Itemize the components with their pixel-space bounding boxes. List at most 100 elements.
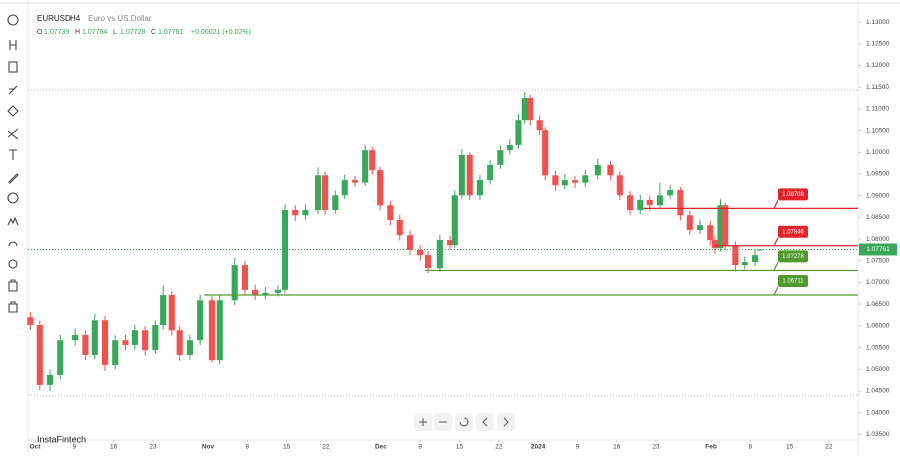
brush-tool[interactable] (8, 173, 19, 184)
y-tick-label: 1.09500 (866, 171, 890, 178)
zoom-in-icon (419, 418, 427, 426)
candle-body (451, 195, 458, 246)
fib-tool[interactable] (7, 128, 19, 140)
candle-body (341, 180, 348, 196)
y-tick-label: 1.08000 (866, 236, 890, 243)
candle-body (362, 150, 369, 183)
y-tick-label: 1.12500 (866, 41, 890, 48)
candle-body (527, 98, 534, 121)
ohlc-value: 1.07728 (120, 29, 145, 36)
crosshair-tool[interactable] (9, 40, 17, 50)
candle-body (122, 340, 129, 345)
x-tick-label: 22 (495, 444, 503, 451)
candle-body (646, 200, 653, 206)
candle-body (387, 205, 394, 220)
candle-body (515, 120, 522, 145)
candle-body (281, 210, 289, 290)
candle-body (82, 334, 89, 355)
y-tick-label: 1.09000 (866, 192, 890, 199)
y-tick-label: 1.07500 (866, 258, 890, 265)
y-tick-label: 1.08500 (866, 214, 890, 221)
x-tick-label: 16 (613, 444, 621, 451)
line-tool[interactable] (8, 85, 18, 95)
y-tick-label: 1.06000 (866, 323, 890, 330)
level-label-box (778, 275, 808, 288)
y-tick-label: 1.05000 (866, 366, 890, 373)
visibility-tool[interactable] (8, 259, 18, 269)
price-change: +0.00021 (+0.02%) (191, 29, 251, 36)
scroll-left-button[interactable] (476, 413, 494, 431)
candle-body (626, 195, 634, 211)
candle-body (302, 210, 309, 216)
interval: H4 (70, 14, 81, 23)
y-tick-label: 1.13000 (866, 19, 890, 26)
x-tick-label: 23 (652, 444, 660, 451)
candle-body (696, 225, 704, 230)
level-connector (773, 200, 779, 209)
candle-body (656, 195, 663, 206)
reset-button[interactable] (455, 413, 473, 431)
x-tick-label: 15 (456, 444, 464, 451)
instrument-name: Euro vs US Dollar (88, 14, 152, 23)
candle-body (168, 295, 175, 331)
scroll-right-button[interactable] (497, 413, 515, 431)
x-tick-label: 16 (110, 444, 118, 451)
candle-body (377, 170, 384, 206)
level-connector (773, 262, 779, 271)
candle-body (274, 289, 282, 293)
shape-tool[interactable] (7, 105, 19, 117)
x-tick-label: 23 (149, 444, 157, 451)
candle-body (711, 239, 719, 249)
candle-body (458, 154, 465, 196)
text-tool[interactable] (9, 149, 17, 160)
x-tick-label: Feb (705, 444, 717, 451)
emoji-tool[interactable] (7, 192, 19, 204)
y-tick-label: 1.04000 (866, 409, 890, 416)
y-tick-label: 1.05500 (866, 344, 890, 351)
candle-body (252, 289, 259, 296)
level-label-box (778, 225, 808, 238)
level-label-box (778, 188, 808, 201)
level-label: 1.06711 (782, 279, 804, 285)
x-tick-label: Nov (202, 444, 215, 451)
cursor-tool[interactable] (8, 61, 18, 73)
candle-body (241, 265, 248, 290)
candle-body (131, 330, 138, 345)
logo-icon[interactable] (7, 14, 19, 26)
candle-body (607, 164, 614, 176)
candle-body (722, 205, 729, 246)
candle-body (637, 200, 644, 211)
candle-body (332, 195, 339, 211)
symbol: EURUSD (37, 14, 71, 23)
candle-body (536, 120, 543, 131)
candle-body (396, 220, 403, 236)
candle-body (751, 255, 759, 263)
candle-body (351, 180, 359, 183)
y-tick-label: 1.10000 (866, 149, 890, 156)
lock-tool[interactable] (8, 279, 18, 292)
ohlc-value: 1.07764 (82, 29, 107, 36)
x-tick-label: 22 (322, 444, 330, 451)
candles (27, 91, 763, 391)
magnet-tool[interactable] (8, 241, 18, 247)
reset-icon (459, 417, 469, 427)
ohlc-key: H (75, 29, 80, 36)
y-tick-label: 1.04500 (866, 388, 890, 395)
candle-body (72, 334, 79, 341)
candle-body (732, 245, 739, 266)
candle-body (262, 292, 269, 296)
candle-body (497, 150, 504, 165)
drawing-toolbar (7, 14, 19, 313)
scroll-left-icon (482, 417, 488, 427)
x-tick-label: 22 (825, 444, 833, 451)
candle-body (487, 164, 494, 181)
candle-body (176, 330, 183, 355)
candle-body (231, 265, 238, 301)
candle-body (197, 300, 204, 341)
y-tick-label: 1.11500 (866, 84, 889, 91)
pattern-tool[interactable] (7, 216, 19, 226)
candle-body (425, 255, 432, 269)
trash-tool[interactable] (8, 301, 18, 313)
